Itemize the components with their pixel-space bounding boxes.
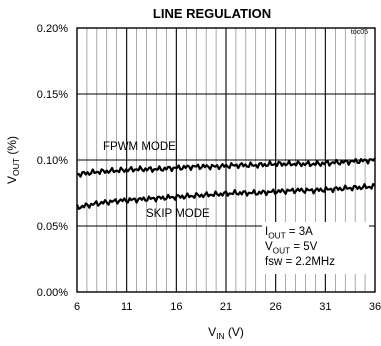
x-tick-label: 11 xyxy=(121,301,132,313)
y-axis-label: VOUT (%) xyxy=(5,136,21,184)
y-tick-label: 0.20% xyxy=(37,23,68,35)
series-label: SKIP MODE xyxy=(146,208,210,220)
y-tick-label: 0.05% xyxy=(37,221,68,233)
series-group xyxy=(75,157,376,210)
plot-frame xyxy=(76,27,376,293)
figure-id: toc05 xyxy=(351,29,368,36)
y-tick-labels: 0.00% 0.05% 0.10% 0.15% 0.20% xyxy=(37,23,68,299)
x-tick-label: 36 xyxy=(369,301,381,313)
chart-title: LINE REGULATION xyxy=(153,6,271,21)
x-tick-labels: 6 11 16 21 26 31 36 xyxy=(74,301,381,313)
series-line-0 xyxy=(76,157,376,178)
x-axis-label: VIN (V) xyxy=(208,325,244,341)
y-tick-label: 0.10% xyxy=(37,155,68,167)
x-tick-label: 6 xyxy=(74,301,80,313)
x-tick-label: 21 xyxy=(220,301,232,313)
x-tick-label: 16 xyxy=(170,301,182,313)
annotation-background xyxy=(262,222,369,274)
series-labels: FPWM MODE SKIP MODE xyxy=(103,141,210,220)
series-label: FPWM MODE xyxy=(103,141,176,153)
x-tick-label: 26 xyxy=(270,301,282,313)
y-tick-label: 0.15% xyxy=(37,89,68,101)
x-tick-label: 31 xyxy=(319,301,331,313)
annotation-line: fsw = 2.2MHz xyxy=(265,256,335,268)
y-tick-label: 0.00% xyxy=(37,287,68,299)
annotation-line: IOUT = 3A xyxy=(265,226,313,240)
series-line-1 xyxy=(75,183,376,210)
annotation-line: VOUT = 5V xyxy=(265,241,318,255)
